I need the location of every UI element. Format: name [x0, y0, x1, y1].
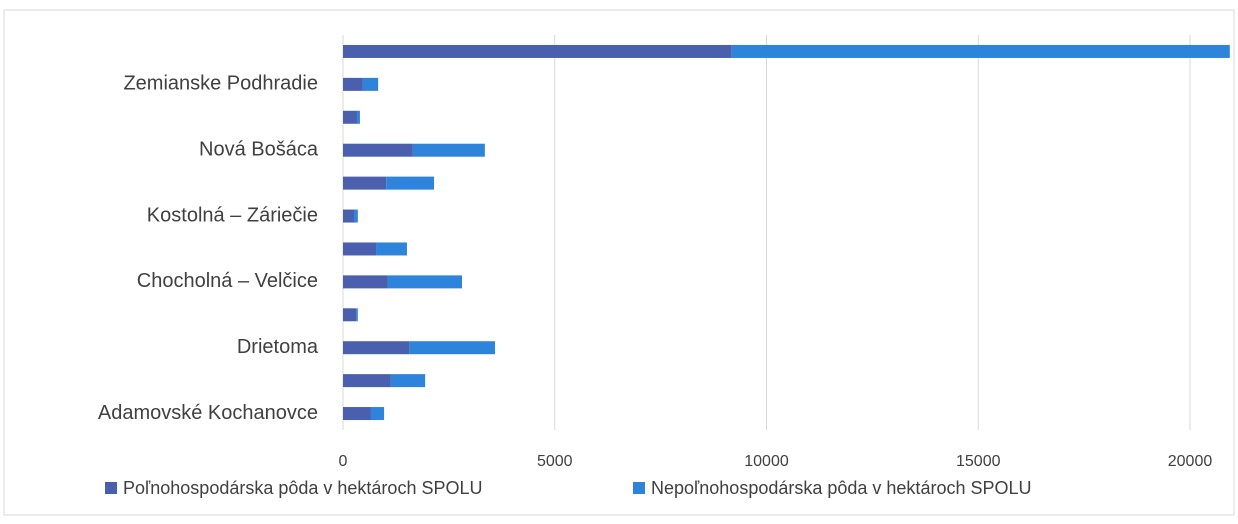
bar-segment	[343, 176, 387, 190]
chart-border	[3, 9, 1235, 516]
y-tick-label: Kostolná – Záriečie	[147, 204, 318, 226]
legend-swatch	[633, 482, 645, 494]
bar-segment	[343, 341, 410, 355]
legend-label: Poľnohospodárska pôda v hektároch SPOLU	[123, 478, 482, 498]
bar-segment	[370, 407, 385, 421]
bar-segment	[343, 44, 732, 58]
legend-label: Nepoľnohospodárska pôda v hektároch SPOL…	[651, 478, 1032, 498]
bar-segment	[362, 77, 379, 91]
bar-segment	[343, 308, 357, 322]
x-tick-label: 10000	[744, 453, 789, 470]
bar-segment	[356, 110, 360, 124]
bar-segment	[343, 77, 363, 91]
bar-segment	[387, 275, 463, 289]
x-tick-label: 0	[339, 453, 348, 470]
bar-segment	[343, 143, 413, 157]
bar-segment	[343, 275, 388, 289]
bar-segment	[343, 407, 371, 421]
y-tick-label: Zemianske Podhradie	[123, 73, 318, 95]
bar-segment	[386, 176, 435, 190]
y-tick-label: Drietoma	[237, 336, 319, 358]
y-tick-label: Chocholná – Velčice	[137, 270, 318, 292]
bar-segment	[343, 242, 377, 256]
x-tick-label: 20000	[1168, 453, 1213, 470]
x-tick-label: 15000	[956, 453, 1001, 470]
bar-segment	[343, 110, 357, 124]
bar-segment	[343, 374, 391, 388]
bar-segment	[356, 308, 358, 322]
bar-segment	[376, 242, 407, 256]
bar-segment	[390, 374, 426, 388]
bar-segment	[731, 44, 1230, 58]
y-tick-label: Adamovské Kochanovce	[98, 402, 318, 424]
bar-segment	[354, 209, 358, 223]
bar-segment	[343, 209, 355, 223]
legend-swatch	[105, 482, 117, 494]
x-tick-label: 5000	[537, 453, 573, 470]
bar-segment	[409, 341, 496, 355]
y-tick-label: Nová Bošáca	[199, 138, 319, 160]
bar-segment	[412, 143, 485, 157]
